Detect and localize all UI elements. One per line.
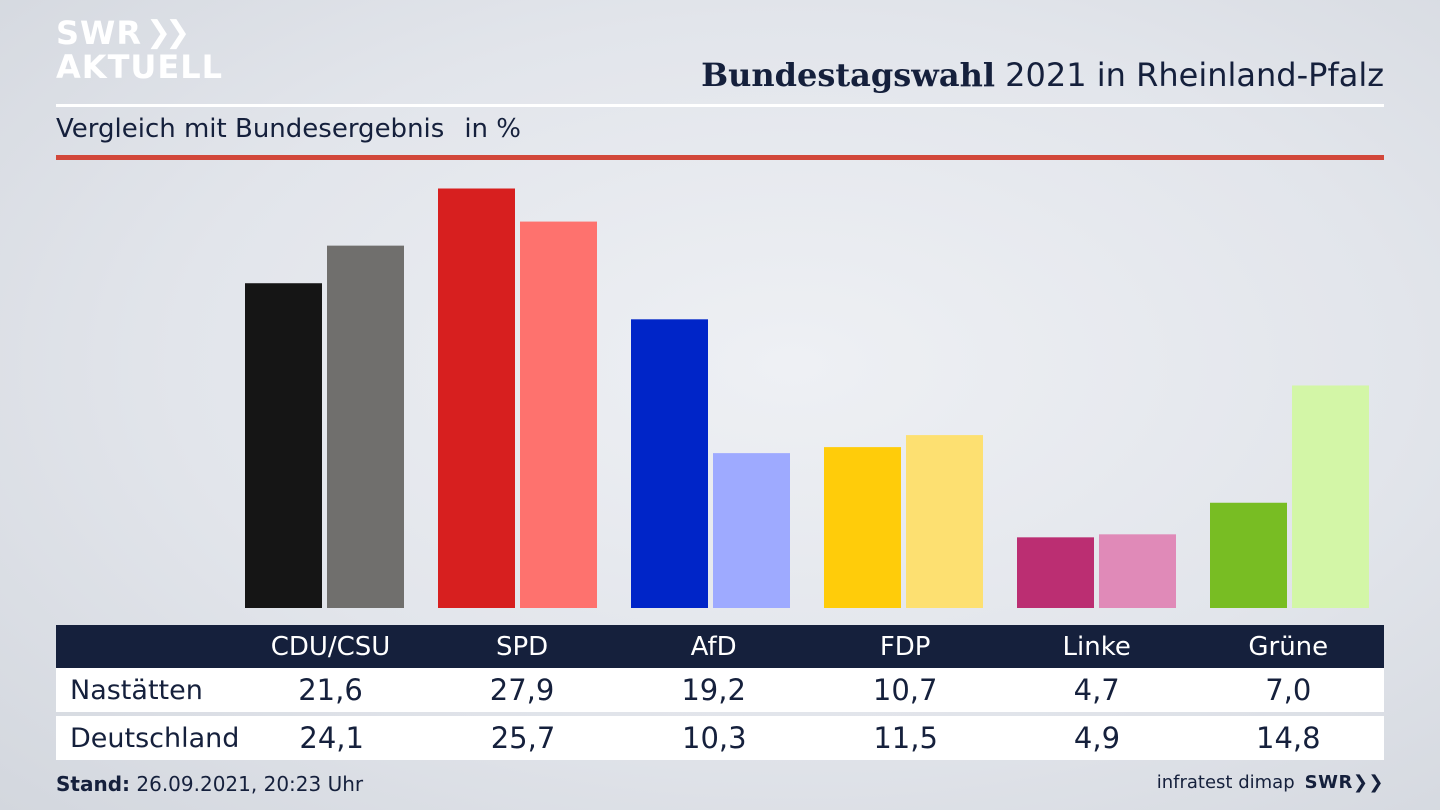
col-header: Grüne	[1248, 631, 1329, 662]
col-header: FDP	[879, 631, 931, 662]
bar-spd-deutschland	[520, 221, 597, 608]
table-cell: 25,7	[490, 721, 556, 755]
table-row: Nastätten 21,6 27,9 19,2 10,7 4,7 7,0	[56, 668, 1384, 712]
table-cell: 19,2	[681, 673, 746, 707]
bar-fdp-nastaetten	[824, 447, 901, 608]
stand-value: 26.09.2021, 20:23 Uhr	[130, 772, 364, 796]
table-cell: 10,3	[682, 721, 747, 755]
table-cell: 27,9	[489, 673, 555, 707]
row-label: Nastätten	[70, 674, 203, 706]
col-header: AfD	[690, 631, 737, 662]
table-cell: 7,0	[1265, 673, 1312, 707]
source-text: infratest dimap	[1156, 772, 1295, 793]
footer-logo-text: SWR	[1304, 772, 1353, 793]
bar-afd-deutschland	[713, 453, 790, 608]
bar-linke-deutschland	[1099, 534, 1176, 608]
table-cell: 24,1	[299, 721, 364, 755]
footer-swr-logo: SWR❯❯	[1304, 772, 1384, 793]
row-label: Deutschland	[70, 722, 240, 754]
table-cell: 4,7	[1073, 673, 1120, 707]
title-bold: Bundestagswahl	[701, 56, 995, 94]
table-row: Deutschland 24,1 25,7 10,3 11,5 4,9 14,8	[56, 716, 1384, 760]
title-divider	[56, 104, 1384, 107]
table-cell: 14,8	[1256, 721, 1321, 755]
swr-aktuell-logo: SWR ❯❯ AKTUELL	[56, 14, 224, 86]
table-header-row: CDU/CSU SPD AfD FDP Linke Grüne	[56, 625, 1384, 668]
logo-chevron-icon: ❯❯	[145, 15, 190, 50]
chart-subtitle: Vergleich mit Bundesergebnis in %	[56, 114, 521, 144]
col-header: CDU/CSU	[270, 631, 391, 662]
subtitle-text: Vergleich mit Bundesergebnis	[56, 114, 445, 144]
bar-cducsu-nastaetten	[245, 283, 322, 608]
bar-linke-nastaetten	[1017, 537, 1094, 608]
col-header: SPD	[495, 631, 549, 662]
bar-grüne-nastaetten	[1210, 502, 1287, 608]
subtitle-divider	[56, 155, 1384, 160]
table-cell: 10,7	[872, 673, 938, 707]
bar-fdp-deutschland	[906, 435, 983, 608]
page-title: Bundestagswahl 2021 in Rheinland-Pfalz	[701, 56, 1384, 94]
timestamp: Stand: 26.09.2021, 20:23 Uhr	[56, 772, 363, 796]
unit-label: in %	[464, 114, 521, 144]
logo-aktuell-text: AKTUELL	[56, 48, 224, 86]
bar-afd-nastaetten	[631, 319, 708, 608]
bar-grüne-deutschland	[1292, 385, 1369, 608]
table-cell: 4,9	[1073, 721, 1121, 755]
table-cell: 11,5	[873, 721, 938, 755]
logo-swr-text: SWR	[56, 14, 142, 52]
title-rest: 2021 in Rheinland-Pfalz	[995, 56, 1384, 94]
stand-label: Stand:	[56, 772, 131, 796]
bar-cducsu-deutschland	[327, 245, 404, 608]
table-cell: 21,6	[298, 673, 363, 707]
source-credit: infratest dimap SWR❯❯	[1157, 772, 1384, 793]
bar-spd-nastaetten	[438, 188, 515, 608]
col-header: Linke	[1062, 631, 1131, 662]
results-table: CDU/CSU SPD AfD FDP Linke Grüne Nastätte…	[56, 625, 1384, 760]
bar-chart	[245, 188, 1369, 608]
